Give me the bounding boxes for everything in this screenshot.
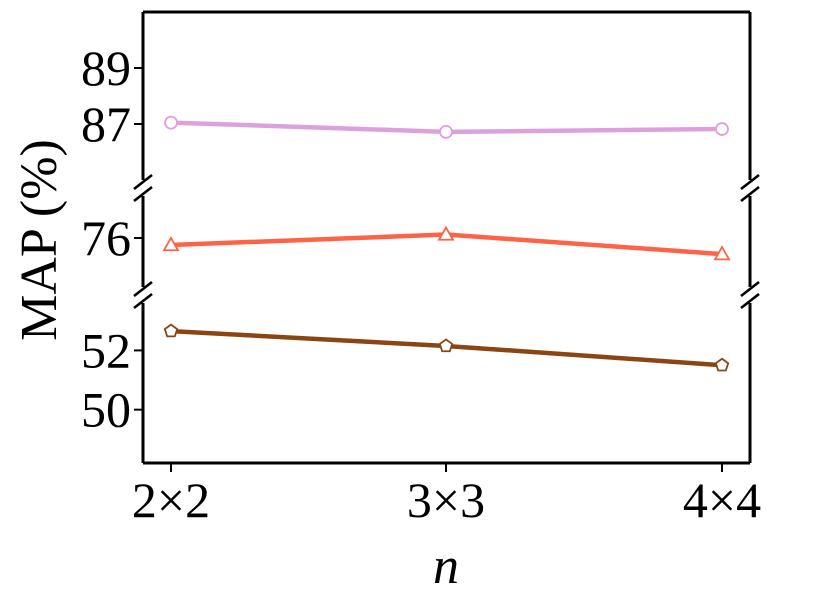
triangle-marker bbox=[713, 245, 731, 261]
x-ticks: 2×2 3×3 4×4 bbox=[132, 463, 761, 528]
y-tick-label: 50 bbox=[81, 382, 131, 438]
axis-break-mark bbox=[740, 173, 760, 191]
x-tick-label: 4×4 bbox=[683, 472, 761, 528]
x-tick-label: 2×2 bbox=[132, 472, 210, 528]
y-tick-label: 76 bbox=[81, 210, 131, 266]
pentagon-marker bbox=[714, 357, 730, 372]
axis-break-mark bbox=[740, 292, 760, 310]
axis-break-mark bbox=[133, 185, 153, 203]
series-lines bbox=[162, 115, 731, 372]
pentagon-marker bbox=[438, 338, 454, 353]
x-tick-label: 3×3 bbox=[407, 472, 485, 528]
y-tick-label: 89 bbox=[81, 40, 131, 96]
triangle-marker bbox=[437, 225, 455, 241]
axis-break-mark bbox=[740, 280, 760, 298]
circle-marker bbox=[164, 115, 178, 130]
x-axis-label: n bbox=[433, 538, 459, 595]
y-tick-label: 87 bbox=[81, 96, 131, 152]
circle-marker bbox=[439, 124, 453, 139]
axis-break-mark bbox=[133, 173, 153, 191]
y-tick-label: 52 bbox=[81, 322, 131, 378]
axis-break-mark bbox=[740, 185, 760, 203]
axis-break-mark bbox=[133, 280, 153, 298]
triangle-marker bbox=[162, 236, 180, 252]
axis-break-marks bbox=[133, 173, 760, 310]
circle-marker bbox=[715, 122, 729, 136]
axes-frame bbox=[141, 10, 752, 465]
axis-break-mark bbox=[133, 292, 153, 310]
y-axis-label: MAP (%) bbox=[11, 139, 68, 341]
pentagon-marker bbox=[163, 323, 179, 338]
